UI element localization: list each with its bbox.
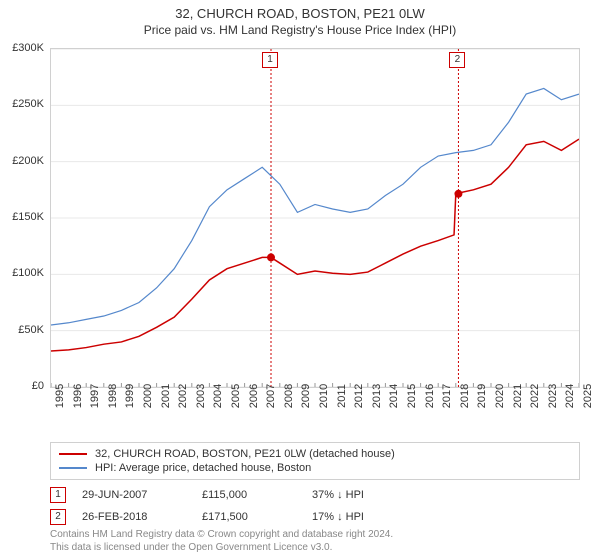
x-tick-label: 2020 [494, 384, 506, 408]
attribution-line: This data is licensed under the Open Gov… [50, 541, 580, 554]
chart-container: 32, CHURCH ROAD, BOSTON, PE21 0LW Price … [0, 0, 600, 560]
x-tick-label: 2009 [300, 384, 312, 408]
event-marker-box: 1 [50, 487, 66, 503]
event-date: 26-FEB-2018 [82, 511, 202, 523]
x-tick-label: 2013 [371, 384, 383, 408]
x-tick-label: 1996 [72, 384, 84, 408]
attribution-line: Contains HM Land Registry data © Crown c… [50, 528, 580, 541]
legend-swatch [59, 453, 87, 455]
x-tick-label: 2002 [177, 384, 189, 408]
legend-box: 32, CHURCH ROAD, BOSTON, PE21 0LW (detac… [50, 442, 580, 480]
event-delta: 17% ↓ HPI [312, 511, 432, 523]
x-tick-label: 2019 [476, 384, 488, 408]
event-marker-box: 2 [50, 509, 66, 525]
x-tick-label: 2004 [212, 384, 224, 408]
events-table: 1 29-JUN-2007 £115,000 37% ↓ HPI 2 26-FE… [50, 484, 580, 528]
x-tick-label: 2018 [459, 384, 471, 408]
plot-area [50, 48, 580, 388]
event-date: 29-JUN-2007 [82, 489, 202, 501]
x-tick-label: 2007 [265, 384, 277, 408]
x-tick-label: 1995 [54, 384, 66, 408]
chart-marker-label: 2 [449, 52, 465, 68]
x-tick-label: 2025 [582, 384, 594, 408]
legend-swatch [59, 467, 87, 469]
legend-label: 32, CHURCH ROAD, BOSTON, PE21 0LW (detac… [95, 448, 395, 460]
y-tick-label: £250K [12, 98, 44, 110]
chart-title: 32, CHURCH ROAD, BOSTON, PE21 0LW [0, 0, 600, 21]
x-tick-label: 2021 [512, 384, 524, 408]
x-tick-label: 2008 [283, 384, 295, 408]
event-row: 1 29-JUN-2007 £115,000 37% ↓ HPI [50, 484, 580, 506]
x-tick-label: 2010 [318, 384, 330, 408]
y-axis-labels: £0£50K£100K£150K£200K£250K£300K [0, 48, 48, 388]
y-tick-label: £0 [32, 380, 44, 392]
series-hpi [51, 88, 579, 325]
event-delta: 37% ↓ HPI [312, 489, 432, 501]
event-row: 2 26-FEB-2018 £171,500 17% ↓ HPI [50, 506, 580, 528]
x-axis-labels: 1995199619971998199920002001200220032004… [50, 392, 580, 442]
x-tick-label: 2014 [388, 384, 400, 408]
x-tick-label: 1999 [124, 384, 136, 408]
chart-marker-label: 1 [262, 52, 278, 68]
x-tick-label: 1997 [89, 384, 101, 408]
x-tick-label: 2024 [564, 384, 576, 408]
x-tick-label: 2012 [353, 384, 365, 408]
x-tick-label: 2003 [195, 384, 207, 408]
x-tick-label: 2017 [441, 384, 453, 408]
chart-subtitle: Price paid vs. HM Land Registry's House … [0, 21, 600, 45]
y-tick-label: £300K [12, 42, 44, 54]
legend-item: HPI: Average price, detached house, Bost… [59, 461, 571, 475]
event-price: £171,500 [202, 511, 312, 523]
x-tick-label: 2005 [230, 384, 242, 408]
event-price: £115,000 [202, 489, 312, 501]
y-tick-label: £200K [12, 155, 44, 167]
chart-svg [51, 49, 579, 387]
x-tick-label: 2016 [424, 384, 436, 408]
legend-label: HPI: Average price, detached house, Bost… [95, 462, 311, 474]
x-tick-label: 1998 [107, 384, 119, 408]
series-price_paid [51, 139, 579, 351]
x-tick-label: 2006 [248, 384, 260, 408]
x-tick-label: 2000 [142, 384, 154, 408]
x-tick-label: 2022 [529, 384, 541, 408]
legend-item: 32, CHURCH ROAD, BOSTON, PE21 0LW (detac… [59, 447, 571, 461]
x-tick-label: 2023 [547, 384, 559, 408]
y-tick-label: £100K [12, 267, 44, 279]
x-tick-label: 2001 [160, 384, 172, 408]
y-tick-label: £50K [18, 324, 44, 336]
attribution-text: Contains HM Land Registry data © Crown c… [50, 528, 580, 554]
y-tick-label: £150K [12, 211, 44, 223]
x-tick-label: 2011 [336, 384, 348, 408]
x-tick-label: 2015 [406, 384, 418, 408]
